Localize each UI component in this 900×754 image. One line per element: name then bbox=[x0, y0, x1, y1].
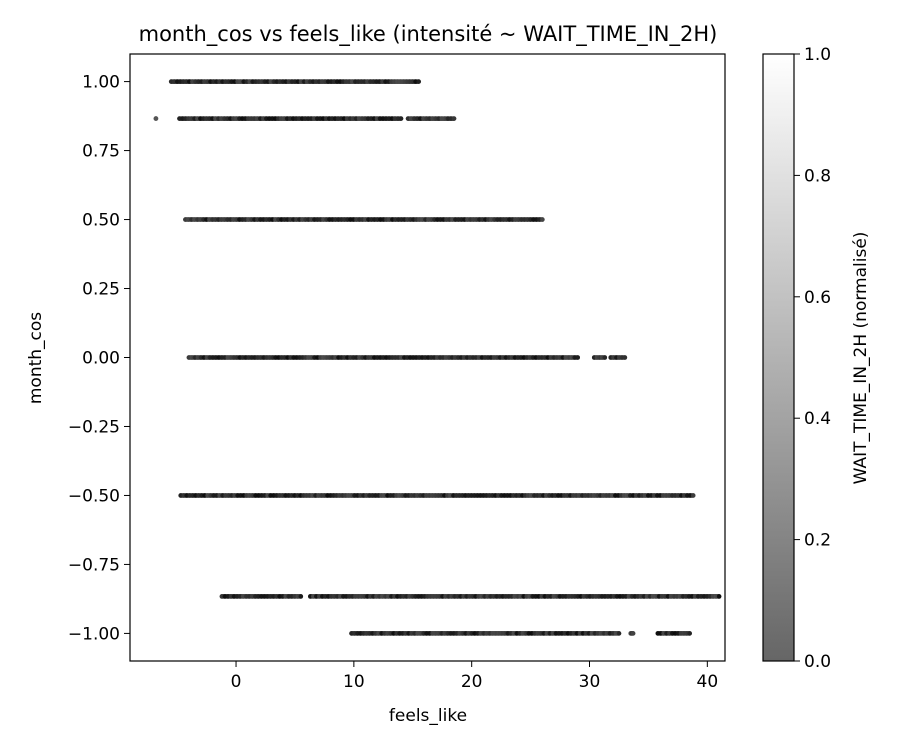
scatter-point bbox=[540, 217, 545, 222]
colorbar-tick-label: 0.8 bbox=[804, 166, 831, 186]
colorbar-label: WAIT_TIME_IN_2H (normalisé) bbox=[851, 232, 871, 485]
scatter-point bbox=[398, 116, 404, 121]
scatter-point bbox=[622, 355, 628, 360]
x-axis-label: feels_like bbox=[389, 706, 467, 726]
y-axis-label: month_cos bbox=[26, 312, 46, 404]
x-tick-label: 0 bbox=[231, 672, 242, 692]
scatter-point bbox=[153, 116, 159, 121]
scatter-point bbox=[298, 594, 304, 599]
colorbar: 0.0 0.2 0.4 0.6 0.8 1.0 WAIT_TIME_IN_2H (norm… bbox=[762, 45, 871, 672]
scatter-point bbox=[716, 594, 722, 599]
scatter-point bbox=[602, 355, 608, 360]
scatter-point bbox=[575, 355, 580, 360]
y-axis-ticks: 1.00 0.75 0.50 0.25 0.00 −0.25 −0.50 −0.75 −1.00 bbox=[68, 73, 130, 644]
colorbar-tick-label: 0.4 bbox=[804, 409, 831, 429]
x-tick-label: 40 bbox=[697, 672, 719, 692]
scatter-point bbox=[416, 79, 422, 84]
y-tick-label: −1.00 bbox=[68, 624, 120, 644]
colorbar-tick-label: 0.6 bbox=[804, 288, 831, 308]
colorbar-tick-label: 0.0 bbox=[804, 652, 831, 672]
colorbar-gradient bbox=[762, 53, 795, 662]
scatter-point bbox=[690, 493, 696, 498]
y-tick-label: 0.75 bbox=[82, 142, 120, 162]
colorbar-ticks: 0.0 0.2 0.4 0.6 0.8 1.0 bbox=[794, 45, 831, 672]
y-tick-label: 0.25 bbox=[82, 280, 120, 300]
scatter-point bbox=[687, 631, 692, 636]
y-tick-label: 0.00 bbox=[82, 349, 120, 369]
colorbar-tick-label: 0.2 bbox=[804, 531, 831, 551]
x-tick-label: 30 bbox=[579, 672, 601, 692]
plot-area: 0 10 20 30 40 1.00 0.75 0.50 0.25 0.00 −0.25 −0.50… bbox=[68, 53, 726, 692]
points-layer bbox=[153, 79, 722, 636]
y-tick-label: −0.25 bbox=[68, 417, 120, 437]
y-tick-label: −0.50 bbox=[68, 486, 120, 506]
x-tick-label: 10 bbox=[343, 672, 365, 692]
y-tick-label: 0.50 bbox=[82, 211, 120, 231]
y-tick-label: −0.75 bbox=[68, 555, 120, 575]
y-tick-label: 1.00 bbox=[82, 73, 120, 93]
chart-title: month_cos vs feels_like (intensité ~ WAI… bbox=[139, 22, 718, 47]
x-tick-label: 20 bbox=[461, 672, 483, 692]
x-axis-ticks: 0 10 20 30 40 bbox=[231, 661, 719, 692]
colorbar-tick-label: 1.0 bbox=[804, 45, 831, 65]
scatter-point bbox=[616, 631, 622, 636]
scatter-point bbox=[630, 631, 636, 636]
scatter-point bbox=[451, 116, 457, 121]
